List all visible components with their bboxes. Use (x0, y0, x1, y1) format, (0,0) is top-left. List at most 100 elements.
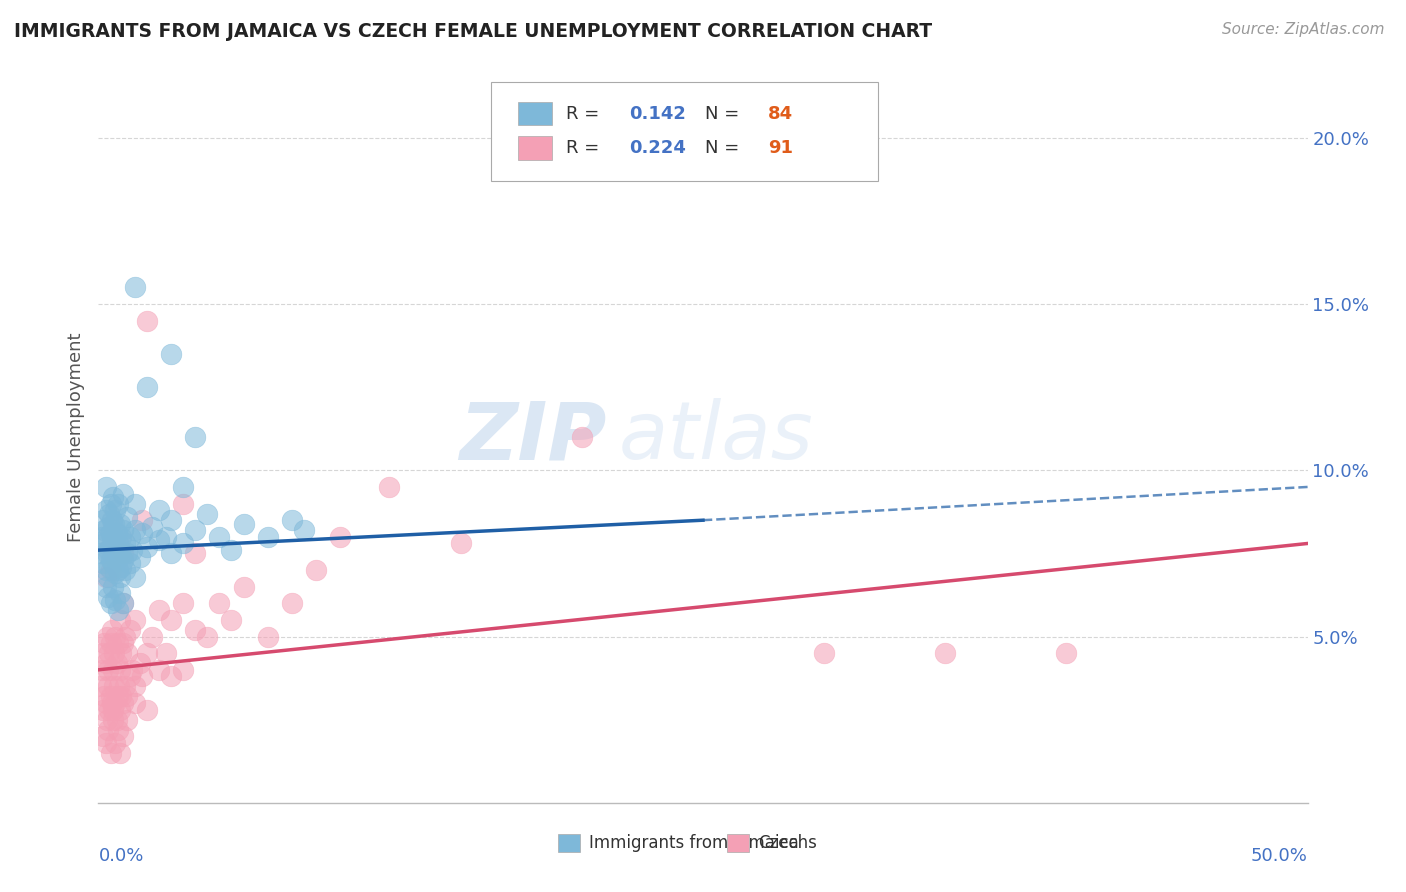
Point (108, 549, 131, 564)
Point (94, 656, 117, 670)
Point (160, 513, 183, 527)
Point (101, 713, 124, 727)
Point (94, 480, 117, 494)
Point (111, 486, 134, 500)
Point (114, 536, 136, 550)
Text: atlas: atlas (619, 398, 813, 476)
Point (135, 380, 157, 394)
Point (114, 680, 136, 694)
Point (107, 636, 129, 650)
Point (96, 546, 118, 560)
Point (160, 546, 183, 560)
Point (148, 533, 170, 548)
Point (91, 513, 114, 527)
Point (135, 540, 157, 554)
Point (184, 623, 207, 637)
Point (118, 557, 141, 571)
Point (94, 503, 117, 517)
Point (96, 530, 118, 544)
Point (105, 656, 128, 670)
Point (148, 603, 170, 617)
Point (91, 646, 114, 660)
Text: 84: 84 (768, 104, 793, 123)
Point (232, 516, 254, 531)
Point (98, 703, 121, 717)
Point (111, 553, 134, 567)
Point (107, 536, 129, 550)
Text: 0.0%: 0.0% (98, 847, 143, 864)
Point (184, 546, 207, 560)
Point (108, 680, 131, 694)
Point (105, 553, 128, 567)
Point (1054, 646, 1077, 660)
Point (108, 703, 131, 717)
Point (256, 630, 278, 644)
Point (97, 570, 120, 584)
Text: IMMIGRANTS FROM JAMAICA VS CZECH FEMALE UNEMPLOYMENT CORRELATION CHART: IMMIGRANTS FROM JAMAICA VS CZECH FEMALE … (14, 22, 932, 41)
Point (111, 523, 134, 537)
Text: ZIP: ZIP (458, 398, 606, 476)
Point (104, 630, 127, 644)
Point (208, 596, 231, 610)
Point (101, 530, 124, 544)
Point (100, 563, 122, 577)
Point (121, 663, 143, 677)
Point (118, 530, 141, 544)
Point (114, 563, 136, 577)
Point (135, 646, 157, 660)
Point (155, 530, 177, 544)
Point (100, 536, 122, 550)
Point (221, 543, 243, 558)
Point (117, 646, 139, 660)
FancyBboxPatch shape (492, 82, 879, 181)
Point (98, 507, 121, 521)
Point (108, 746, 131, 760)
Point (97, 520, 120, 534)
Point (160, 347, 183, 361)
Text: 0.142: 0.142 (630, 104, 686, 123)
Point (97, 723, 120, 737)
Text: N =: N = (706, 104, 745, 123)
Point (184, 430, 207, 444)
Point (281, 596, 304, 610)
Point (100, 746, 122, 760)
Point (118, 669, 141, 683)
Text: R =: R = (567, 104, 606, 123)
Point (93, 523, 115, 537)
Point (105, 526, 128, 541)
Point (90, 546, 112, 560)
Point (111, 596, 134, 610)
Point (117, 509, 139, 524)
Point (104, 566, 127, 581)
Point (131, 513, 153, 527)
Point (117, 546, 139, 560)
Point (124, 613, 146, 627)
Point (305, 563, 328, 577)
Point (111, 696, 134, 710)
Point (114, 630, 136, 644)
Point (141, 520, 163, 534)
Point (100, 553, 122, 567)
Point (94, 563, 117, 577)
Point (100, 526, 122, 541)
Point (108, 570, 131, 584)
Point (100, 690, 122, 704)
Text: 91: 91 (768, 139, 793, 157)
Point (111, 546, 134, 560)
Point (128, 549, 150, 564)
Point (101, 663, 124, 677)
Point (103, 516, 125, 531)
Point (124, 680, 146, 694)
Point (107, 690, 129, 704)
Point (94, 580, 117, 594)
Point (104, 736, 127, 750)
Point (108, 586, 131, 600)
FancyBboxPatch shape (517, 136, 553, 160)
Point (184, 523, 207, 537)
Point (141, 630, 163, 644)
Point (100, 696, 122, 710)
Point (172, 536, 194, 550)
Point (100, 497, 122, 511)
Point (692, 147, 714, 161)
Point (155, 646, 177, 660)
